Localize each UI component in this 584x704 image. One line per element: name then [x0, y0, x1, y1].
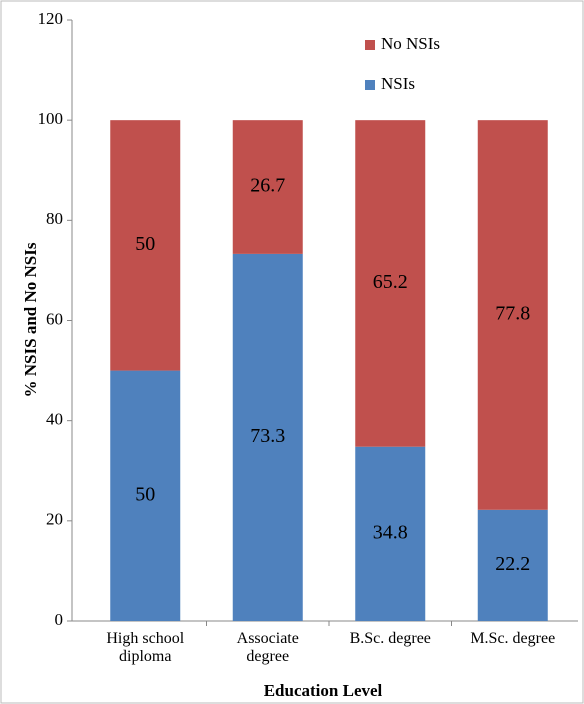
y-tick-label: 40 [46, 410, 63, 429]
y-axis-label: % NSIS and No NSIs [21, 242, 40, 397]
y-tick-label: 120 [38, 9, 64, 28]
data-label: 22.2 [495, 553, 530, 575]
bar-segment [355, 120, 426, 447]
y-tick-label: 0 [55, 610, 64, 629]
data-label: 50 [135, 483, 155, 505]
legend-swatch [365, 80, 375, 90]
y-tick-label: 100 [38, 109, 64, 128]
bar-segment [355, 446, 426, 621]
x-axis-label: Education Level [264, 681, 383, 700]
bar-segment [232, 253, 303, 621]
legend-label: No NSIs [381, 34, 440, 53]
bar-segment [232, 120, 303, 254]
x-tick-label: M.Sc. degree [470, 630, 556, 647]
legend-label: NSIs [381, 74, 415, 93]
data-label: 26.7 [250, 175, 285, 197]
y-tick-label: 80 [46, 209, 63, 228]
y-tick-label: 60 [46, 309, 63, 328]
data-label: 50 [135, 233, 155, 255]
y-tick-label: 20 [46, 510, 63, 529]
bar-segment [477, 120, 548, 510]
data-label: 77.8 [495, 303, 530, 325]
x-tick-label: High school diploma [106, 630, 185, 665]
data-label: 34.8 [373, 521, 408, 543]
data-label: 73.3 [250, 425, 285, 447]
x-tick-label: B.Sc. degree [349, 630, 431, 647]
bar-segment [110, 370, 181, 621]
x-tick-label: Associate degree [236, 630, 299, 665]
data-label: 65.2 [373, 271, 408, 293]
bar-segment [477, 509, 548, 621]
bar-segment [110, 120, 181, 371]
legend-swatch [365, 40, 375, 50]
